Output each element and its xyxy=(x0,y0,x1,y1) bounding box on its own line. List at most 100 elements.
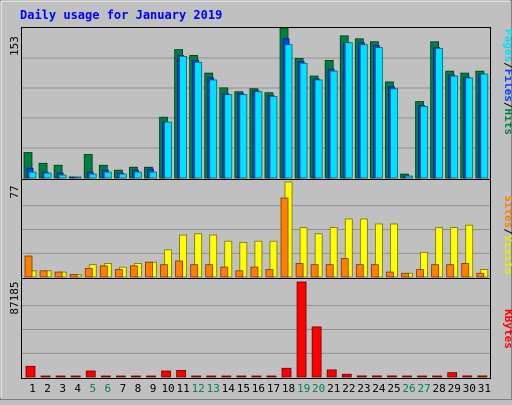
legend-separator: / xyxy=(502,62,512,69)
bottom-scale-label: 87185 xyxy=(8,281,21,314)
sites-bar xyxy=(370,264,379,278)
legend-visits: Visits xyxy=(502,235,512,275)
x-tick-label: 2 xyxy=(44,382,51,395)
sites-bar xyxy=(431,264,440,278)
top-legend: Pages/Files/Hits xyxy=(502,29,512,135)
sites-bar xyxy=(325,264,334,278)
x-tick-label: 10 xyxy=(161,382,174,395)
kbytes-bar xyxy=(387,375,397,378)
middle-legend: Sites/Visits xyxy=(502,195,512,275)
sites-bar xyxy=(130,265,138,278)
pages-bar xyxy=(43,172,52,179)
kbytes-bar xyxy=(432,375,443,378)
sites-bar xyxy=(205,264,214,278)
legend-pages: Pages xyxy=(502,29,512,62)
kbytes-bar xyxy=(281,367,292,378)
sites-bar xyxy=(99,265,108,278)
pages-bar xyxy=(209,79,218,179)
visits-bar xyxy=(179,234,188,278)
kbytes-bar xyxy=(341,373,352,378)
kbytes-bar xyxy=(40,375,51,378)
x-tick-label: 23 xyxy=(357,382,370,395)
sites-bar xyxy=(340,258,349,278)
visits-bar xyxy=(435,227,444,278)
pages-bar xyxy=(103,171,112,179)
x-tick-label: 31 xyxy=(478,382,491,395)
sites-bar xyxy=(416,269,424,278)
pages-bar xyxy=(73,176,82,179)
kbytes-bar xyxy=(206,375,217,378)
pages-bar xyxy=(88,173,97,179)
visits-bar xyxy=(314,233,323,278)
kbytes-bar xyxy=(447,372,458,378)
sites-bar xyxy=(235,270,244,278)
pages-bar xyxy=(118,173,127,179)
pages-bar xyxy=(134,171,142,179)
visits-bar xyxy=(344,218,353,278)
pages-bar xyxy=(254,91,263,179)
pages-bar xyxy=(329,70,338,179)
kbytes-bar xyxy=(25,365,36,378)
kbytes-bar xyxy=(176,370,187,378)
x-tick-label: 16 xyxy=(252,382,265,395)
x-tick-label: 29 xyxy=(448,382,461,395)
x-tick-label: 8 xyxy=(135,382,142,395)
x-tick-label: 3 xyxy=(59,382,66,395)
x-tick-label: 7 xyxy=(120,382,127,395)
x-tick-label: 1 xyxy=(29,382,36,395)
visits-bar xyxy=(269,240,278,278)
pages-bar xyxy=(269,96,278,179)
sites-bar xyxy=(250,266,259,278)
kbytes-bar xyxy=(236,375,247,378)
sites-bar xyxy=(386,271,394,278)
x-tick-label: 24 xyxy=(372,382,386,395)
sites-bar xyxy=(54,271,63,278)
pages-bar xyxy=(179,56,188,179)
visits-bar xyxy=(194,233,203,278)
sites-bar xyxy=(401,272,409,278)
visits-bar xyxy=(390,223,398,278)
kbytes-bar xyxy=(221,375,232,378)
sites-bar xyxy=(280,197,289,278)
pages-bar xyxy=(299,62,308,179)
kbytes-bar xyxy=(251,375,262,378)
kbytes-bar xyxy=(131,375,141,378)
pages-bar xyxy=(359,44,368,179)
sites-bar xyxy=(145,261,153,278)
x-tick-label: 17 xyxy=(267,382,280,395)
middle-scale-label: 77 xyxy=(8,185,21,198)
legend-kbytes: KBytes xyxy=(502,309,512,349)
sites-bar xyxy=(39,270,48,278)
x-tick-label: 18 xyxy=(282,382,295,395)
visits-bar xyxy=(465,224,474,278)
x-tick-label: 5 xyxy=(89,382,96,395)
kbytes-bar xyxy=(402,375,412,378)
kbytes-bar xyxy=(296,281,307,378)
x-tick-label: 27 xyxy=(417,382,430,395)
kbytes-bar xyxy=(311,326,322,378)
pages-bar xyxy=(164,121,172,179)
x-tick-label: 25 xyxy=(387,382,400,395)
sites-bar xyxy=(24,255,33,278)
pages-bar xyxy=(239,94,248,179)
sites-bar xyxy=(265,269,274,278)
sites-bar xyxy=(69,274,78,278)
visits-bar xyxy=(224,240,233,278)
kbytes-bar xyxy=(191,375,202,378)
kbytes-bar xyxy=(266,375,277,378)
x-tick-label: 19 xyxy=(297,382,310,395)
kbytes-bar xyxy=(100,375,111,378)
visits-bar xyxy=(374,223,383,278)
x-tick-label: 4 xyxy=(74,382,81,395)
kbytes-bar xyxy=(477,375,488,378)
kbytes-bar xyxy=(70,375,81,378)
x-tick-label: 15 xyxy=(237,382,250,395)
pages-bar xyxy=(480,73,489,179)
visits-bar xyxy=(299,227,308,278)
sites-bar xyxy=(220,266,229,278)
legend-sites: Sites xyxy=(502,195,512,228)
visits-bar xyxy=(450,227,459,278)
visits-bar xyxy=(420,251,428,278)
legend-separator: / xyxy=(502,102,512,109)
